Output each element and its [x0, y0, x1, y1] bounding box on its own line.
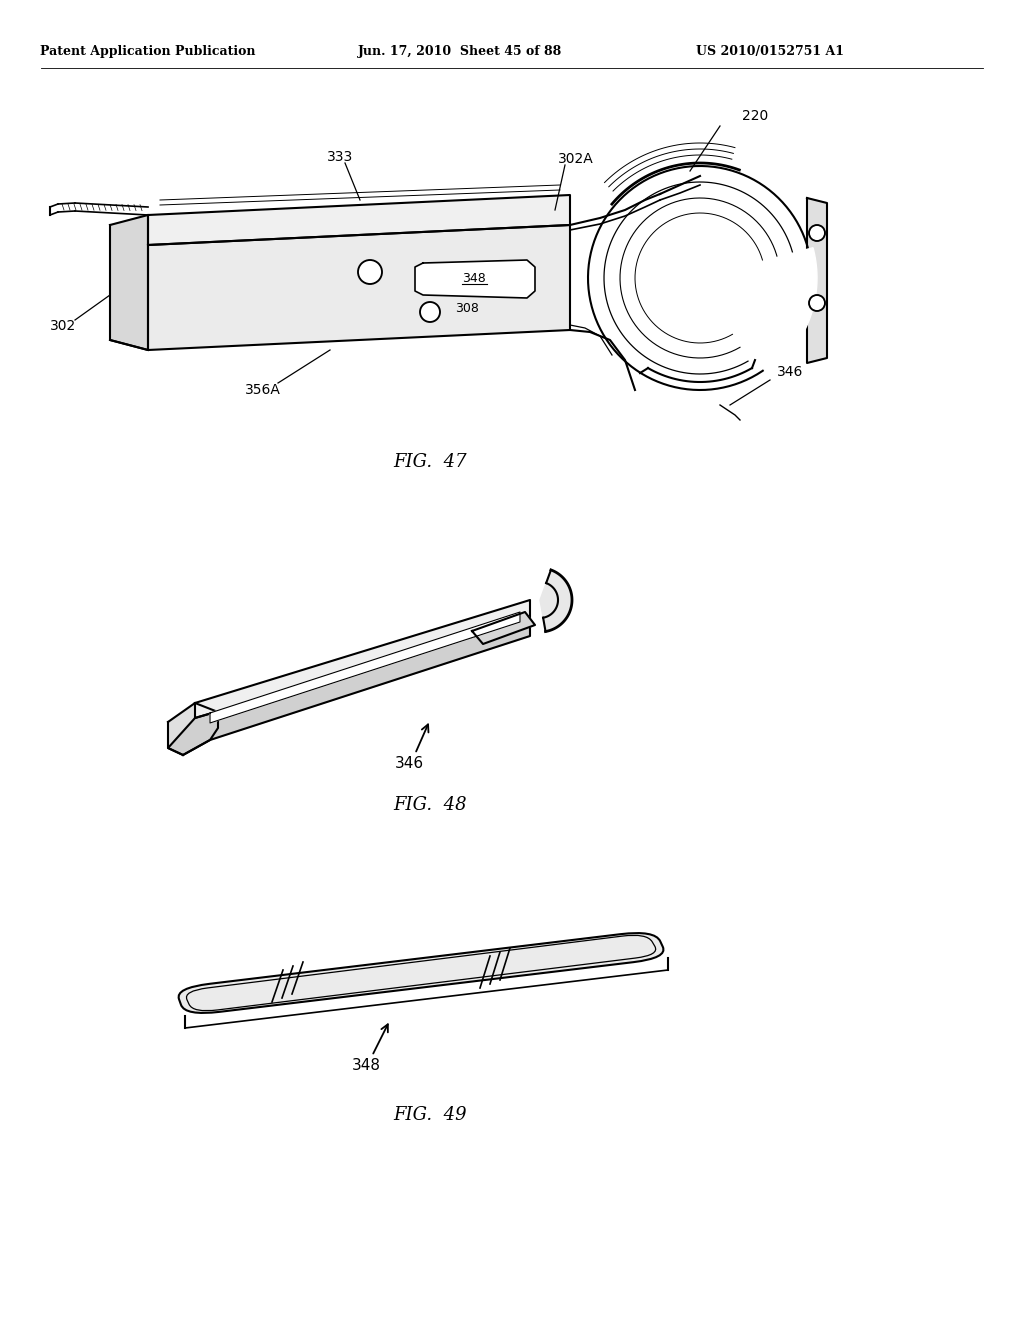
Text: 346: 346 — [394, 756, 424, 771]
Polygon shape — [195, 601, 530, 718]
Polygon shape — [700, 248, 817, 374]
Circle shape — [809, 294, 825, 312]
Text: 308: 308 — [455, 301, 479, 314]
Polygon shape — [110, 215, 148, 350]
Text: 302A: 302A — [558, 152, 594, 166]
Text: FIG.  48: FIG. 48 — [393, 796, 467, 814]
Text: 348: 348 — [462, 272, 485, 285]
Text: Jun. 17, 2010  Sheet 45 of 88: Jun. 17, 2010 Sheet 45 of 88 — [357, 45, 562, 58]
Text: Patent Application Publication: Patent Application Publication — [40, 45, 256, 58]
PathPatch shape — [178, 933, 664, 1012]
Circle shape — [420, 302, 440, 322]
Circle shape — [358, 260, 382, 284]
Text: 356A: 356A — [245, 383, 281, 397]
Text: US 2010/0152751 A1: US 2010/0152751 A1 — [696, 45, 844, 58]
Polygon shape — [472, 612, 535, 644]
Polygon shape — [807, 198, 827, 363]
Circle shape — [809, 224, 825, 242]
Polygon shape — [148, 195, 570, 246]
Text: 333: 333 — [327, 150, 353, 164]
Text: 348: 348 — [351, 1059, 381, 1073]
Polygon shape — [540, 570, 572, 631]
Text: 346: 346 — [777, 366, 803, 379]
Text: FIG.  47: FIG. 47 — [393, 453, 467, 471]
Text: 302: 302 — [50, 319, 76, 333]
Polygon shape — [210, 612, 520, 723]
Polygon shape — [168, 620, 530, 755]
Polygon shape — [643, 220, 757, 335]
Text: FIG.  49: FIG. 49 — [393, 1106, 467, 1125]
Text: 220: 220 — [741, 110, 768, 123]
Polygon shape — [148, 224, 570, 350]
Polygon shape — [415, 260, 535, 298]
Polygon shape — [168, 704, 218, 755]
